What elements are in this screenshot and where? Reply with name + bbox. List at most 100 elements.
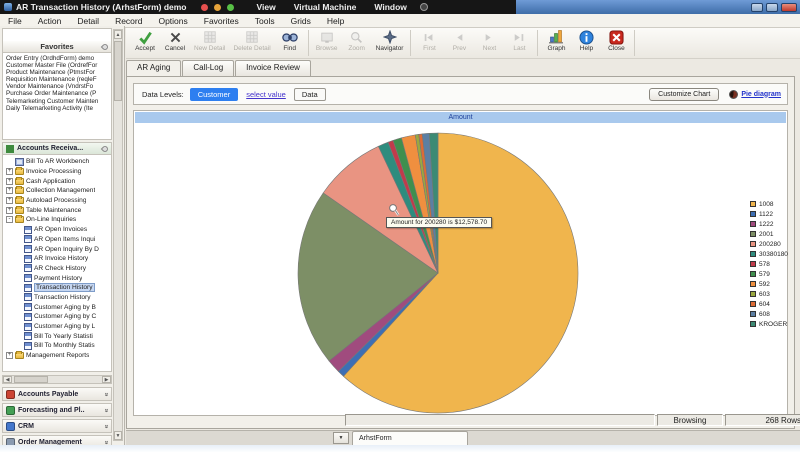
tree-toggle-icon[interactable]: - (6, 216, 13, 224)
toolbar-separator (634, 30, 636, 56)
delete-detail-icon (245, 29, 259, 45)
tree-item-customer-aging-by-b[interactable]: Customer Aging by B (4, 302, 110, 312)
select-value-link[interactable]: select value (246, 89, 286, 99)
tree-item-bill-to-monthly-statis[interactable]: Bill To Monthly Statis (4, 341, 110, 351)
sidebar-scrollbar[interactable]: ▲ ▼ (113, 29, 123, 441)
favorite-item[interactable]: Order Entry (OrdhdForm) demo (6, 55, 95, 62)
pin-icon[interactable] (100, 144, 110, 154)
sidebar: Favorites Order Entry (OrdhdForm) demo Cu… (0, 26, 125, 445)
mac-menu-virtual-machine[interactable]: Virtual Machine (293, 2, 357, 12)
mac-menu-view[interactable]: View (256, 2, 276, 12)
module-panel-order-management[interactable]: Order Management » (2, 435, 112, 445)
data-level-data-button[interactable]: Data (293, 87, 326, 101)
toolbar-graph-button[interactable]: Graph (541, 28, 571, 52)
tab-list-dropdown[interactable]: ▼ (333, 432, 349, 444)
customize-chart-button[interactable]: Customize Chart (649, 87, 720, 101)
tree-item-transaction-history[interactable]: Transaction History (4, 283, 110, 293)
menu-action[interactable]: Action (37, 15, 62, 26)
pie-slice-1008[interactable] (343, 132, 579, 414)
maximize-button[interactable] (766, 2, 778, 12)
tree-item-invoice-processing[interactable]: + Invoice Processing (4, 167, 110, 177)
module-panel-forecasting-and-pl[interactable]: Forecasting and Pl.. » (2, 403, 112, 417)
legend-item-604: 604 (750, 299, 788, 309)
tree-item-bill-to-ar-workbench[interactable]: Bill To AR Workbench (4, 157, 110, 167)
toolbar-help-button[interactable]: Help (571, 28, 601, 52)
legend-label: 604 (759, 300, 770, 308)
tree-toggle-icon[interactable]: + (6, 187, 13, 195)
tree-item-bill-to-yearly-statisti[interactable]: Bill To Yearly Statisti (4, 331, 110, 341)
toolbar-accept-button[interactable]: Accept (130, 28, 160, 52)
pie-slice-kroger[interactable] (428, 132, 439, 274)
scrollbar-thumb[interactable] (114, 41, 122, 101)
accounts-receivable-header[interactable]: Accounts Receiva... (3, 143, 111, 155)
tree-item-transaction-history[interactable]: Transaction History (4, 293, 110, 303)
favorite-item[interactable]: Purchase Order Maintenance (P (6, 90, 97, 98)
favorite-item[interactable]: Vendor Maintenance (VndrstFo (6, 83, 94, 91)
status-mode: Browsing (657, 414, 723, 426)
tree-item-ar-invoice-history[interactable]: AR Invoice History (4, 254, 110, 264)
fullscreen-icon[interactable] (419, 3, 428, 11)
menu-favorites[interactable]: Favorites (203, 15, 239, 26)
vm-app-icon (4, 3, 12, 11)
sidebar-horizontal-scrollbar[interactable]: ◀ ▶ (2, 375, 112, 384)
toolbar-navigator-button[interactable]: Navigator (372, 28, 408, 52)
tree-toggle-icon[interactable]: + (6, 197, 13, 205)
tree-item-table-maintenance[interactable]: + Table Maintenance (4, 205, 110, 215)
menu-detail[interactable]: Detail (77, 15, 100, 26)
favorite-item[interactable]: Telemarketing Customer Mainten (6, 97, 99, 105)
tree-toggle-icon[interactable]: + (6, 352, 13, 360)
pie-chart[interactable] (134, 111, 789, 417)
toolbar-find-button[interactable]: Find (275, 28, 305, 52)
close-button[interactable] (781, 2, 797, 12)
tree-item-ar-check-history[interactable]: AR Check History (4, 264, 110, 274)
mac-zoom-button[interactable] (226, 3, 234, 11)
menu-help[interactable]: Help (326, 15, 345, 26)
toolbar-close-button[interactable]: Close (601, 28, 631, 52)
favorite-item[interactable]: Requisition Maintenance (reqleF (6, 76, 97, 84)
mac-minimize-button[interactable] (213, 3, 221, 11)
tree-item-ar-open-inquiry-by-d[interactable]: AR Open Inquiry By D (4, 244, 110, 254)
tree-item-on-line-inquiries[interactable]: - On-Line Inquiries (4, 215, 110, 225)
tree-item-ar-open-items-inqui[interactable]: AR Open Items Inqui (4, 235, 110, 245)
tree-item-payment-history[interactable]: Payment History (4, 273, 110, 283)
mac-menu-window[interactable]: Window (374, 2, 407, 12)
tree-toggle-icon[interactable]: + (6, 177, 13, 185)
form-tab-arhstform[interactable]: ArhstForm (352, 431, 468, 445)
pie-slice-2001[interactable] (297, 192, 439, 362)
favorites-header[interactable]: Favorites (3, 41, 111, 53)
tree-item-management-reports[interactable]: + Management Reports (4, 351, 110, 361)
module-panel-crm[interactable]: CRM » (2, 419, 112, 433)
module-panel-accounts-payable[interactable]: Accounts Payable » (2, 387, 112, 401)
tree-item-ar-open-invoices[interactable]: AR Open Invoices (4, 225, 110, 235)
pie-diagram-link[interactable]: Pie diagram (741, 90, 781, 98)
toolbar-prev-button: Prev (444, 28, 474, 52)
tree-toggle-icon[interactable]: + (6, 168, 13, 176)
menu-options[interactable]: Options (158, 15, 188, 26)
tree-item-autoload-processing[interactable]: + Autoload Processing (4, 196, 110, 206)
menu-record[interactable]: Record (115, 15, 143, 26)
mac-close-button[interactable] (200, 3, 208, 11)
favorite-item[interactable]: Daily Telemarketing Activity (Ite (6, 104, 94, 112)
module-panel-label: CRM (18, 422, 34, 430)
tab-ar-aging[interactable]: AR Aging (126, 60, 182, 76)
pie-diagram-icon (729, 89, 739, 99)
toolbar-cancel-button[interactable]: Cancel (160, 28, 190, 52)
tree-toggle-icon[interactable]: + (6, 206, 13, 214)
legend-label: 578 (759, 260, 770, 268)
pin-icon[interactable] (100, 42, 110, 52)
tab-call-log[interactable]: Call-Log (182, 60, 235, 76)
menu-grids[interactable]: Grids (290, 15, 311, 26)
data-level-customer-chip[interactable]: Customer (189, 87, 239, 101)
favorite-item[interactable]: Customer Master File (OrdrefFor (6, 62, 98, 70)
favorite-item[interactable]: Product Maintenance (PtmstFor (6, 69, 95, 77)
menu-file[interactable]: File (8, 15, 22, 26)
tree-item-customer-aging-by-l[interactable]: Customer Aging by L (4, 322, 110, 332)
minimize-button[interactable] (751, 2, 763, 12)
tree-item-customer-aging-by-c[interactable]: Customer Aging by C (4, 312, 110, 322)
tab-invoice-review[interactable]: Invoice Review (235, 60, 311, 76)
tree-item-collection-management[interactable]: + Collection Management (4, 186, 110, 196)
crm-icon (6, 421, 15, 431)
status-rows-retrieved: 268 Rows Retrieved (725, 414, 800, 426)
menu-tools[interactable]: Tools (254, 15, 275, 26)
tree-item-cash-application[interactable]: + Cash Application (4, 176, 110, 186)
